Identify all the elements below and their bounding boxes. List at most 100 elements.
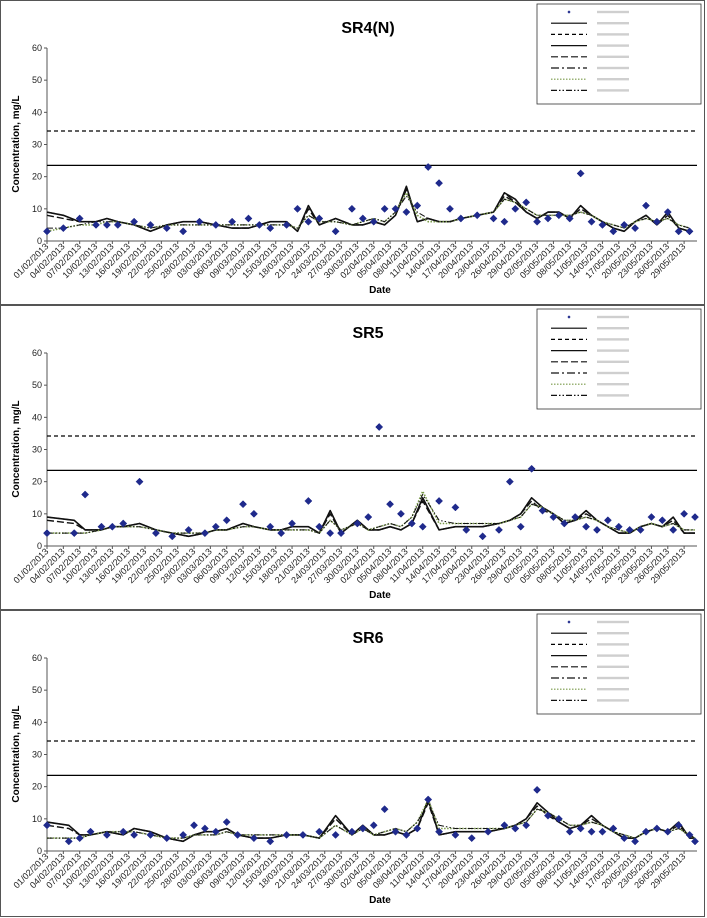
observed-point <box>424 163 433 171</box>
observed-point <box>315 522 324 531</box>
observed-point <box>81 490 90 499</box>
model-series-line-1 <box>46 802 695 843</box>
observed-point <box>413 201 422 210</box>
legend-text-placeholder <box>597 33 629 36</box>
legend-text-placeholder <box>597 620 629 624</box>
observed-point <box>642 827 650 836</box>
legend-marker <box>567 315 571 319</box>
observed-point <box>391 204 400 213</box>
observed-point <box>669 525 678 534</box>
observed-point <box>663 827 672 836</box>
y-tick-label: 30 <box>32 140 42 150</box>
legend-text-placeholder <box>597 676 629 680</box>
observed-point <box>369 821 378 830</box>
legend-text-placeholder <box>597 383 629 386</box>
legend-text-placeholder <box>597 688 629 691</box>
y-tick-label: 20 <box>32 172 42 182</box>
observed-point <box>304 217 313 226</box>
legend-text-placeholder <box>597 44 629 47</box>
observed-point <box>652 824 661 833</box>
observed-point <box>609 824 618 833</box>
observed-point <box>179 227 188 236</box>
observed-point <box>59 224 68 233</box>
observed-point <box>315 214 324 223</box>
observed-point <box>435 497 444 505</box>
observed-point <box>75 834 84 843</box>
observed-point <box>249 834 258 843</box>
observed-point <box>544 811 552 820</box>
observed-point <box>353 519 362 528</box>
observed-point <box>522 198 531 207</box>
y-tick-label: 40 <box>32 412 42 422</box>
legend-text-placeholder <box>597 699 629 702</box>
observed-point <box>293 204 302 213</box>
observed-point <box>179 830 188 839</box>
chart-svg: SR6010203040506001/02/201304/02/201307/0… <box>11 613 702 906</box>
y-tick-label: 40 <box>32 107 42 117</box>
observed-point <box>620 834 629 843</box>
observed-point <box>347 204 356 213</box>
observed-point <box>685 227 694 236</box>
observed-point <box>538 506 547 515</box>
chart-svg: SR5010203040506001/02/201304/02/201307/0… <box>11 308 702 601</box>
observed-point <box>549 513 558 522</box>
observed-point <box>495 525 503 534</box>
x-axis-label: Date <box>369 285 391 296</box>
observed-point <box>119 827 128 836</box>
observed-point <box>565 827 574 836</box>
observed-point <box>92 220 100 229</box>
y-tick-label: 0 <box>37 541 42 551</box>
observed-point <box>135 477 144 486</box>
model-series-line-2 <box>46 188 690 232</box>
model-series-line-4 <box>47 195 690 229</box>
observed-point <box>446 204 454 213</box>
observed-point <box>424 795 433 804</box>
model-series-line-3 <box>46 192 690 233</box>
chart-panel-sr6: SR6 0 10 20 30 40 50 60 01/02/2013 04/02/2013 07/0… <box>0 610 705 917</box>
observed-point <box>435 179 444 188</box>
model-series-line-0 <box>46 798 695 843</box>
observed-point <box>663 208 672 217</box>
observed-point <box>652 217 661 226</box>
observed-point <box>674 227 683 236</box>
y-tick-label: 30 <box>32 750 42 760</box>
legend-text-placeholder <box>597 78 629 81</box>
observed-point <box>249 509 258 518</box>
observed-point <box>391 827 400 836</box>
observed-point <box>386 500 395 509</box>
observed-point <box>554 211 563 220</box>
observed-point <box>511 824 520 833</box>
legend-box <box>536 308 702 410</box>
chart-panel-sr4n: SR4(N) 0 10 20 30 40 50 60 01/02/2013 04/02/2013 0… <box>0 0 705 305</box>
observed-point <box>190 821 198 830</box>
observed-point <box>544 214 552 223</box>
legend-text-placeholder <box>597 327 629 330</box>
legend-text-placeholder <box>597 654 629 657</box>
observed-point <box>402 208 411 217</box>
observed-point <box>407 519 416 528</box>
observed-point <box>337 529 346 538</box>
y-tick-label: 20 <box>32 782 42 792</box>
observed-point <box>369 217 378 226</box>
legend-marker <box>567 10 571 14</box>
observed-point <box>571 513 580 522</box>
legend-marker <box>567 620 571 624</box>
observed-point <box>576 169 585 178</box>
model-series-line-1 <box>46 188 690 233</box>
observed-point <box>489 214 498 223</box>
observed-point <box>102 830 111 839</box>
legend-text-placeholder <box>597 89 629 92</box>
observed-point <box>609 227 618 236</box>
observed-point <box>598 220 607 229</box>
observed-point <box>647 513 656 522</box>
observed-point <box>505 477 514 486</box>
observed-point <box>298 830 307 839</box>
observed-point <box>315 827 324 836</box>
observed-point <box>239 500 247 509</box>
legend-text-placeholder <box>597 338 629 341</box>
observed-point <box>435 827 444 836</box>
legend-text-placeholder <box>597 22 629 25</box>
y-tick-label: 50 <box>32 685 42 695</box>
observed-point <box>478 532 487 541</box>
observed-point <box>527 464 536 473</box>
